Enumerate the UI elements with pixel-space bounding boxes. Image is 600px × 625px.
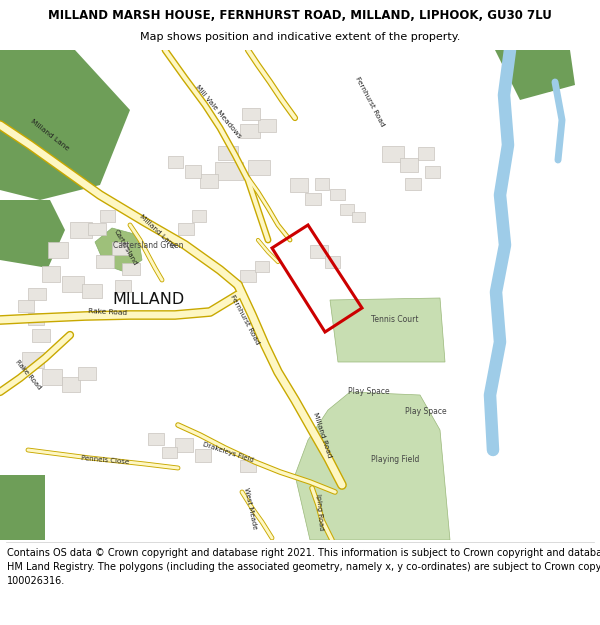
Text: Drakeleys Field: Drakeleys Field bbox=[202, 441, 254, 463]
Text: Pennels Close: Pennels Close bbox=[81, 455, 129, 465]
Bar bbox=[310, 245, 328, 258]
Bar bbox=[325, 256, 340, 268]
Bar bbox=[192, 210, 206, 222]
Bar bbox=[175, 438, 193, 452]
Bar bbox=[400, 158, 418, 172]
Bar bbox=[78, 367, 96, 380]
Text: Tennis Court: Tennis Court bbox=[371, 316, 419, 324]
Bar bbox=[62, 276, 84, 292]
Text: West Meade: West Meade bbox=[242, 487, 257, 529]
Bar bbox=[28, 288, 46, 300]
Bar bbox=[70, 222, 92, 238]
Bar bbox=[418, 147, 434, 160]
Bar bbox=[330, 189, 345, 200]
Text: Milland Lane: Milland Lane bbox=[29, 118, 70, 152]
Bar bbox=[32, 329, 50, 342]
Text: Playing Field: Playing Field bbox=[371, 456, 419, 464]
Bar bbox=[28, 313, 44, 325]
Bar bbox=[290, 178, 308, 192]
Bar bbox=[242, 108, 260, 120]
Text: Milland Lane: Milland Lane bbox=[139, 214, 177, 250]
Polygon shape bbox=[330, 298, 445, 362]
Text: Play Space: Play Space bbox=[348, 388, 389, 396]
Text: MILLAND: MILLAND bbox=[112, 292, 184, 308]
Bar bbox=[340, 204, 354, 215]
Bar bbox=[185, 165, 201, 178]
Bar bbox=[18, 300, 34, 312]
Polygon shape bbox=[495, 50, 575, 100]
Bar bbox=[162, 447, 177, 458]
Bar bbox=[218, 146, 238, 160]
Text: Play Space: Play Space bbox=[405, 408, 446, 416]
Bar bbox=[62, 377, 80, 392]
Bar bbox=[22, 352, 44, 368]
Bar bbox=[215, 162, 243, 180]
Bar bbox=[122, 263, 140, 275]
Bar bbox=[200, 174, 218, 188]
Bar bbox=[168, 156, 183, 168]
Bar bbox=[148, 433, 164, 445]
Bar bbox=[96, 255, 114, 268]
Bar bbox=[248, 160, 270, 175]
Bar bbox=[82, 284, 102, 298]
Text: Mill Vale Meadows: Mill Vale Meadows bbox=[194, 84, 242, 140]
Bar bbox=[88, 223, 106, 235]
Bar bbox=[382, 146, 404, 162]
Text: Milland Road: Milland Road bbox=[312, 411, 332, 459]
Bar bbox=[42, 266, 60, 282]
Text: Fernhurst Road: Fernhurst Road bbox=[229, 294, 261, 346]
Text: Iping Road: Iping Road bbox=[316, 493, 325, 531]
Bar bbox=[255, 261, 269, 272]
Bar bbox=[240, 124, 260, 138]
Text: MILLAND MARSH HOUSE, FERNHURST ROAD, MILLAND, LIPHOOK, GU30 7LU: MILLAND MARSH HOUSE, FERNHURST ROAD, MIL… bbox=[48, 9, 552, 22]
Bar bbox=[115, 280, 131, 292]
Bar bbox=[405, 178, 421, 190]
Text: Rake Road: Rake Road bbox=[88, 308, 128, 316]
Bar bbox=[315, 178, 329, 190]
Bar bbox=[48, 242, 68, 258]
Bar bbox=[305, 193, 321, 205]
Polygon shape bbox=[0, 200, 65, 268]
Bar bbox=[425, 166, 440, 178]
Polygon shape bbox=[95, 228, 142, 272]
Text: Cartersland: Cartersland bbox=[112, 229, 138, 267]
Bar bbox=[42, 369, 62, 385]
Text: Contains OS data © Crown copyright and database right 2021. This information is : Contains OS data © Crown copyright and d… bbox=[7, 549, 600, 586]
Bar bbox=[352, 212, 365, 222]
Polygon shape bbox=[0, 475, 45, 540]
Polygon shape bbox=[528, 62, 558, 92]
Text: Fernhurst Road: Fernhurst Road bbox=[354, 76, 386, 128]
Bar bbox=[100, 210, 115, 222]
Bar bbox=[112, 242, 128, 255]
Text: Map shows position and indicative extent of the property.: Map shows position and indicative extent… bbox=[140, 32, 460, 43]
Text: Cartersland Green: Cartersland Green bbox=[113, 241, 183, 249]
Text: Rake Road: Rake Road bbox=[14, 359, 42, 391]
Polygon shape bbox=[295, 392, 450, 540]
Bar bbox=[240, 460, 256, 472]
Bar bbox=[195, 449, 211, 462]
Polygon shape bbox=[0, 50, 130, 200]
Bar bbox=[178, 223, 194, 235]
Bar bbox=[240, 270, 256, 282]
Bar bbox=[258, 119, 276, 132]
